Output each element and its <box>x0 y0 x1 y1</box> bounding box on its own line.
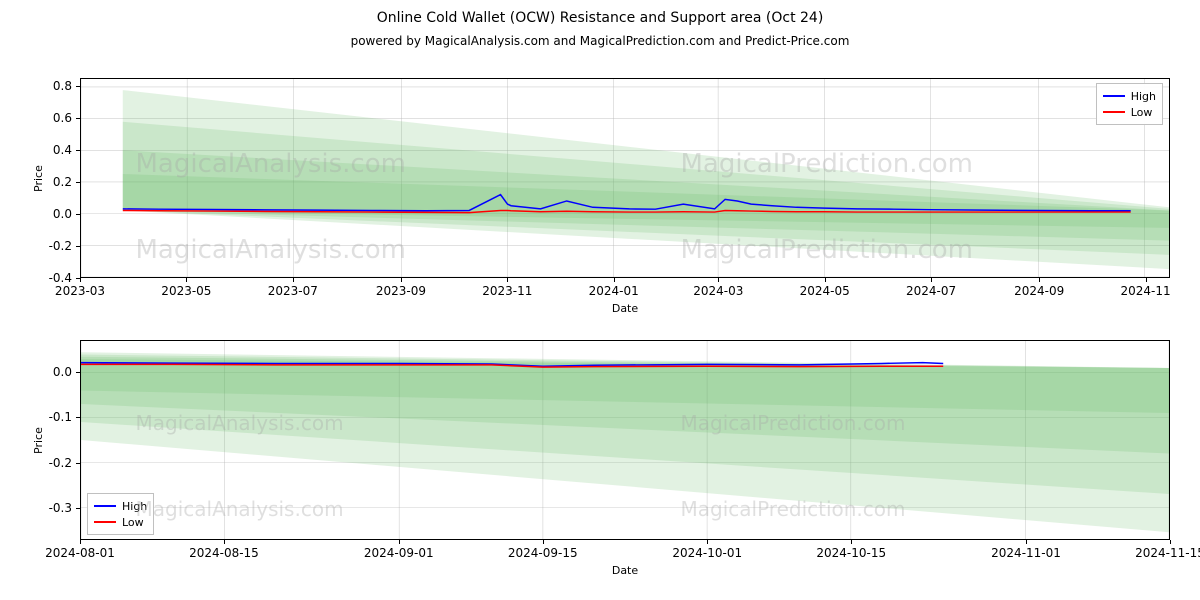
bottom-chart-ylabel: Price <box>32 427 45 454</box>
legend-swatch-low <box>94 521 116 523</box>
legend-label-low: Low <box>122 516 144 529</box>
ytick-label: -0.2 <box>22 456 72 470</box>
bottom-chart-xlabel: Date <box>80 564 1170 577</box>
bottom-chart-legend: High Low <box>87 493 154 535</box>
legend-swatch-high <box>94 505 116 507</box>
xtick-label: 2024-10-01 <box>672 546 742 560</box>
xtick-label: 2024-11-01 <box>991 546 1061 560</box>
xtick-label: 2024-11-15 <box>1135 546 1200 560</box>
bottom-chart-plot-area: MagicalAnalysis.com MagicalPrediction.co… <box>80 340 1170 540</box>
xtick-label: 2024-09-01 <box>364 546 434 560</box>
bottom-chart: MagicalAnalysis.com MagicalPrediction.co… <box>0 0 1200 600</box>
ytick-label: 0.0 <box>22 365 72 379</box>
figure: Online Cold Wallet (OCW) Resistance and … <box>0 0 1200 600</box>
legend-item-low: Low <box>94 514 147 530</box>
legend-label-high: High <box>122 500 147 513</box>
xtick-label: 2024-08-15 <box>189 546 259 560</box>
ytick-label: -0.3 <box>22 501 72 515</box>
legend-item-high: High <box>94 498 147 514</box>
xtick-label: 2024-08-01 <box>45 546 115 560</box>
ytick-label: -0.1 <box>22 410 72 424</box>
xtick-label: 2024-10-15 <box>816 546 886 560</box>
xtick-label: 2024-09-15 <box>508 546 578 560</box>
bottom-chart-svg <box>81 341 1169 539</box>
